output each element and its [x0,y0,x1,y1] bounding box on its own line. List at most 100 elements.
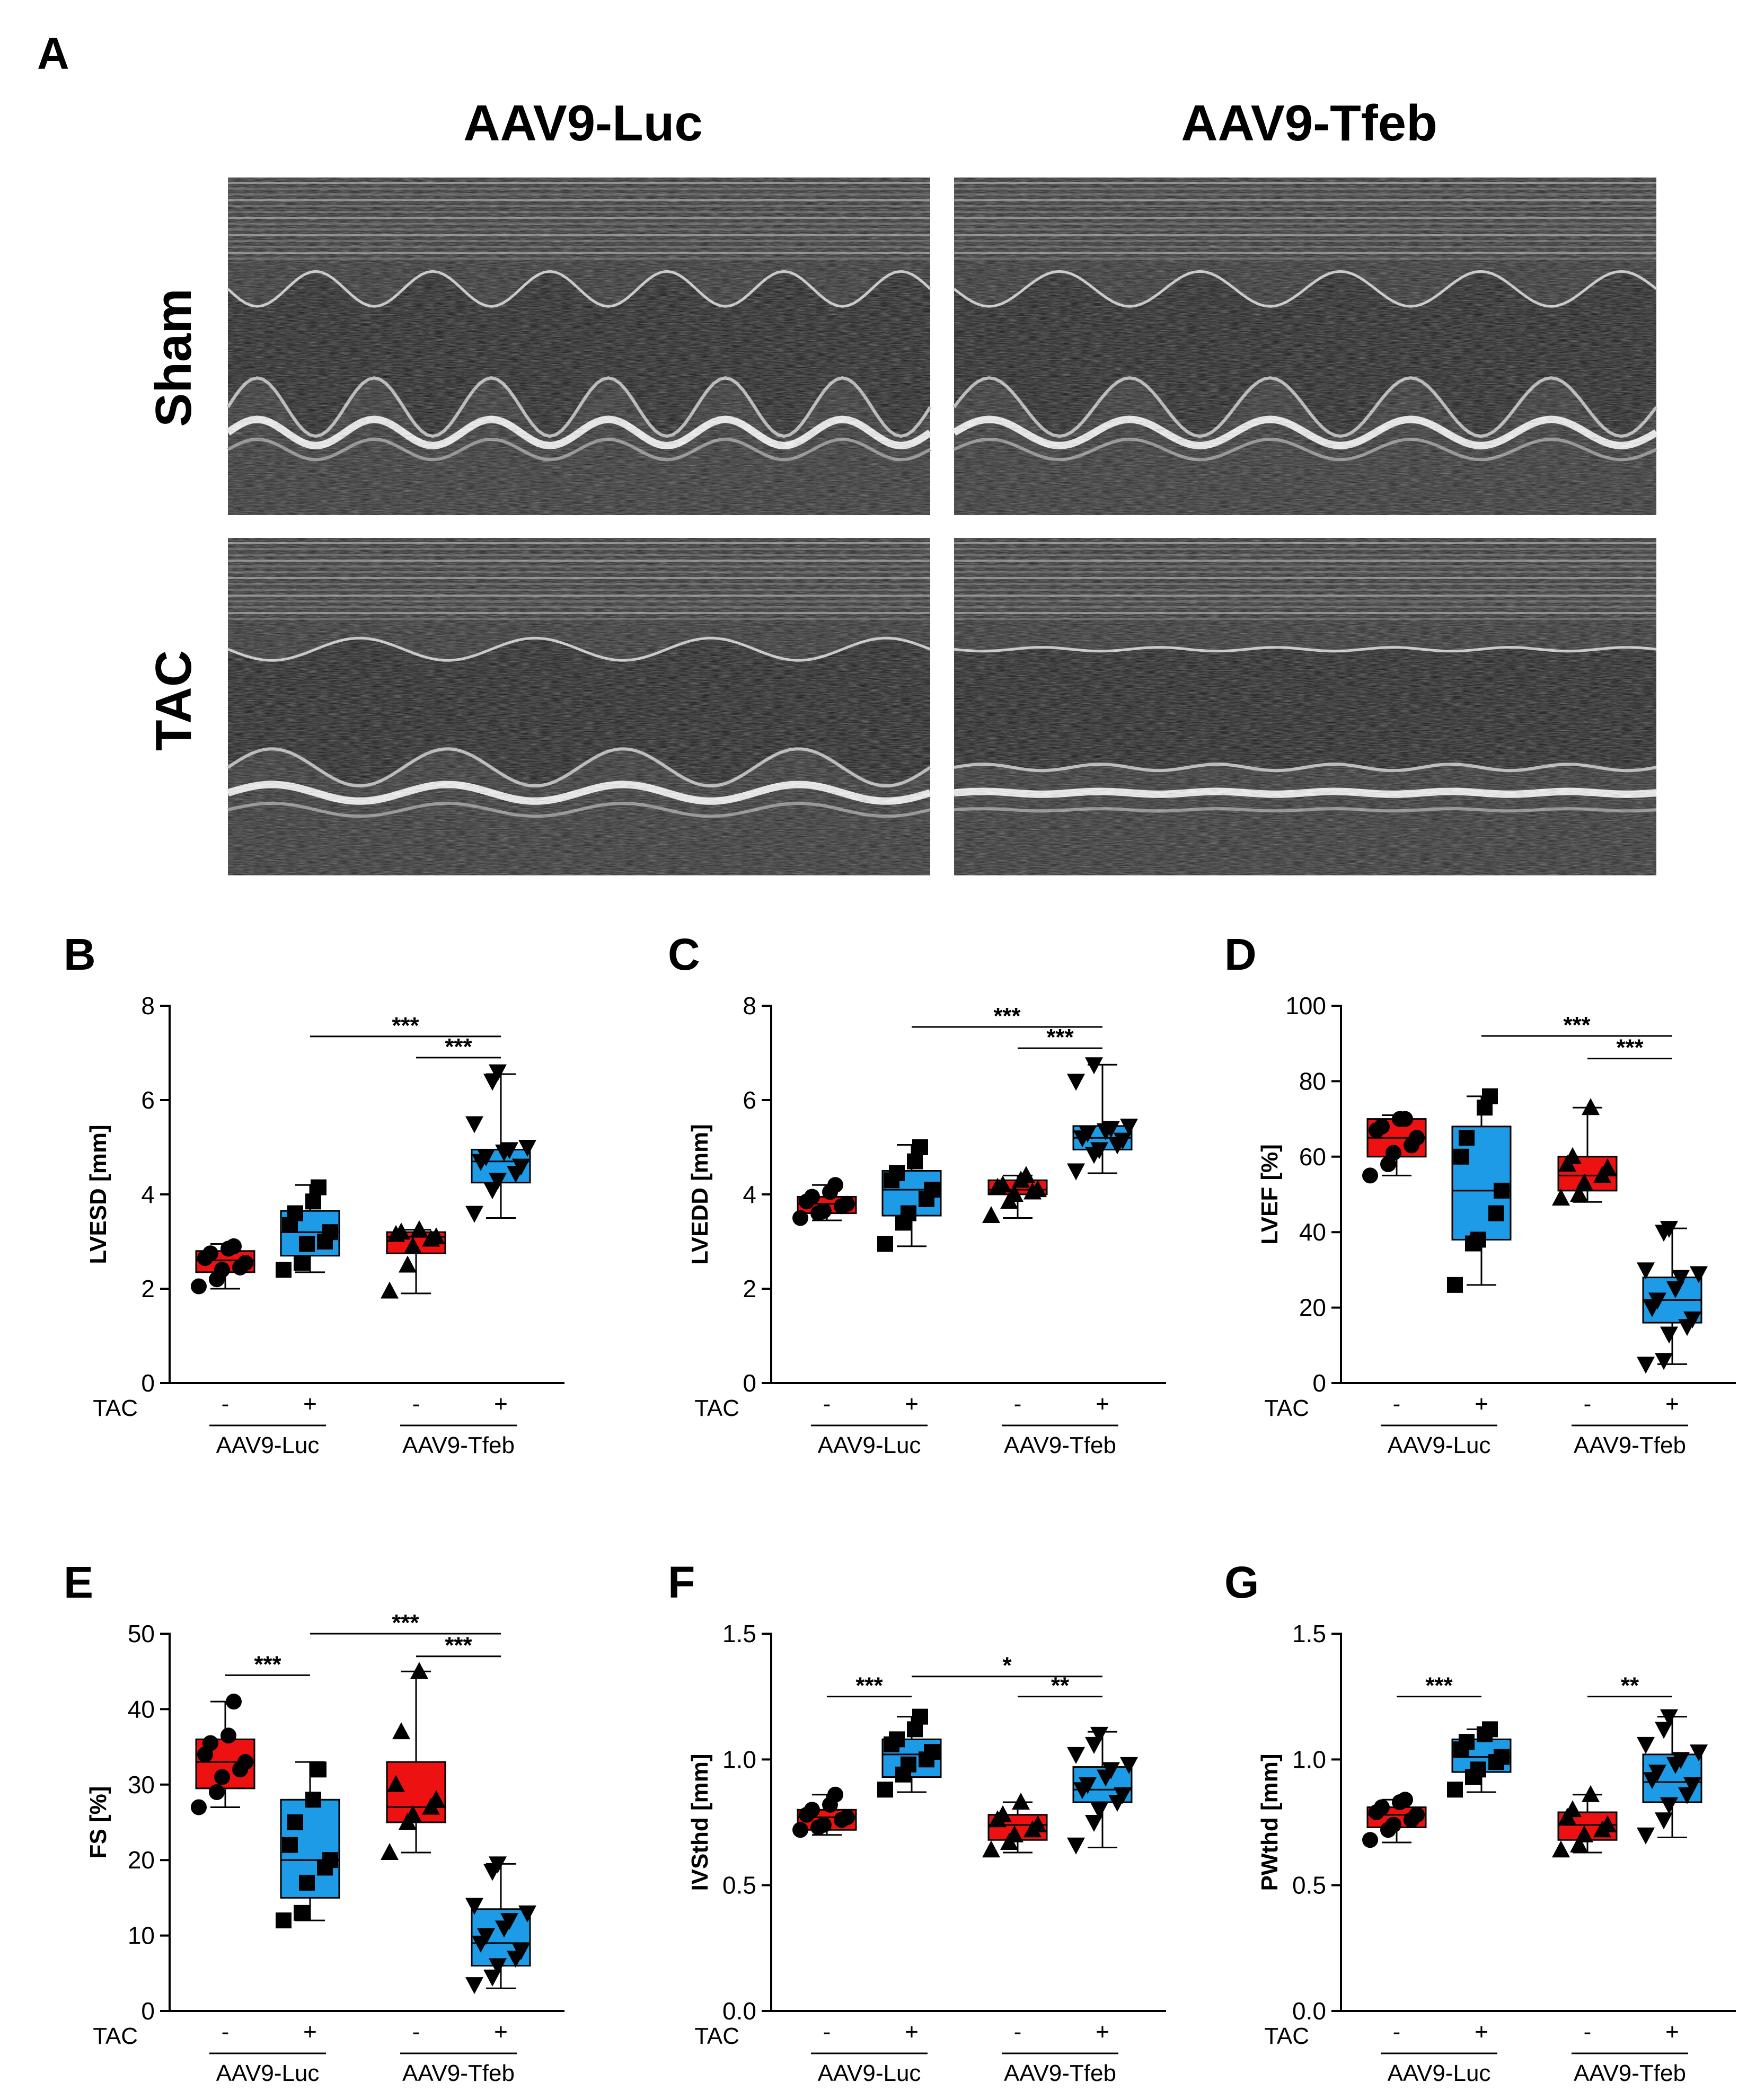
tac-row-label: TAC [93,1395,138,1421]
panel-letter: B [64,929,96,979]
group-label: AAV9-Luc [1388,2060,1491,2086]
data-point [1090,1726,1108,1744]
data-point [1660,1326,1678,1344]
box-group-1 [1362,1792,1427,1848]
data-point [1459,1734,1475,1750]
significance-label: ** [1051,1673,1070,1699]
data-point [907,1153,923,1169]
data-point [924,1744,940,1760]
tac-sign: - [222,2019,230,2045]
data-point [1409,1806,1425,1823]
data-point [237,1754,253,1770]
data-point [404,1805,422,1822]
tac-sign: + [1096,2019,1109,2045]
data-point [982,1840,1000,1858]
data-point [1637,1357,1655,1374]
data-point [489,1064,507,1082]
data-point [1085,1815,1103,1832]
box-group-4 [1067,1057,1138,1181]
data-point [1005,1825,1023,1842]
data-point [392,1722,410,1740]
tac-row-label: TAC [1264,1395,1309,1421]
data-point [410,1220,428,1237]
data-point [294,1904,310,1921]
data-point [282,1837,298,1853]
data-point [294,1255,310,1271]
data-point [1582,1098,1600,1115]
data-point [1374,1799,1390,1815]
group-label: AAV9-Tfeb [1004,2060,1116,2086]
significance-label: *** [1425,1673,1453,1699]
data-point [1029,1180,1047,1198]
data-point [518,1905,536,1922]
box-group-4 [1637,1709,1708,1845]
box-group-1 [191,1238,255,1295]
y-tick-label: 8 [743,992,756,1020]
data-point [220,1727,236,1744]
box-group-3 [381,1220,446,1299]
significance-label: *** [445,1633,472,1659]
data-point [1079,1777,1097,1794]
data-point [1494,1182,1510,1199]
data-point [404,1236,422,1254]
y-tick-label: 2 [141,1275,155,1302]
data-point [311,1761,327,1778]
data-point [483,1969,501,1987]
row-title-tac: TAC [145,650,202,751]
significance-label: *** [1563,1012,1591,1038]
echo-image-luc-sham [225,178,932,515]
data-point [1683,1777,1701,1794]
data-point [1447,1782,1463,1798]
data-point [465,1116,483,1133]
box-group-3 [982,1166,1048,1224]
box-group-2 [276,1761,340,1929]
y-tick-label: 0 [141,1997,155,2025]
data-point [191,1278,207,1295]
y-axis-label: LVEDD [mm] [687,1124,713,1265]
data-point [877,1782,893,1798]
significance-label: *** [1616,1035,1644,1061]
significance-label: *** [1046,1024,1074,1050]
group-label: AAV9-Tfeb [1574,1432,1686,1458]
data-point [1114,1132,1132,1150]
tac-sign: + [303,1391,317,1417]
tac-row-label: TAC [93,2023,138,2049]
data-point [214,1262,230,1278]
data-point [202,1245,218,1262]
data-point [1570,1185,1588,1202]
y-tick-label: 1.5 [1292,1620,1326,1647]
data-point [299,1236,315,1252]
y-tick-label: 4 [743,1181,756,1208]
data-point [1666,1281,1684,1298]
data-point [1453,1148,1469,1165]
data-point [1120,1118,1138,1136]
tac-row-label: TAC [694,2023,739,2049]
box-group-2 [877,1139,942,1252]
box-group-3 [381,1662,446,1860]
box-group-1 [792,1177,857,1226]
group-label: AAV9-Luc [818,2060,921,2086]
data-point [202,1735,218,1751]
data-point [518,1140,536,1157]
data-point [1599,1815,1617,1832]
data-point [287,1814,303,1830]
data-point [1648,1292,1666,1310]
data-point [1690,1266,1708,1283]
y-tick-label: 40 [128,1695,155,1723]
data-point [804,1802,820,1818]
data-point [1552,1840,1570,1858]
data-point [1397,1111,1413,1127]
data-point [381,1842,399,1860]
data-point [1120,1757,1138,1774]
data-point [901,1756,916,1773]
y-tick-label: 1.0 [722,1745,756,1773]
y-axis-label: LVESD [mm] [85,1124,111,1264]
data-point [1085,1057,1103,1075]
data-point [191,1799,207,1815]
data-point [500,1913,518,1930]
data-point [489,1856,507,1874]
significance-label: *** [445,1034,472,1060]
y-tick-label: 0 [1312,1369,1326,1397]
data-point [816,1817,832,1833]
data-point [1102,1121,1120,1138]
